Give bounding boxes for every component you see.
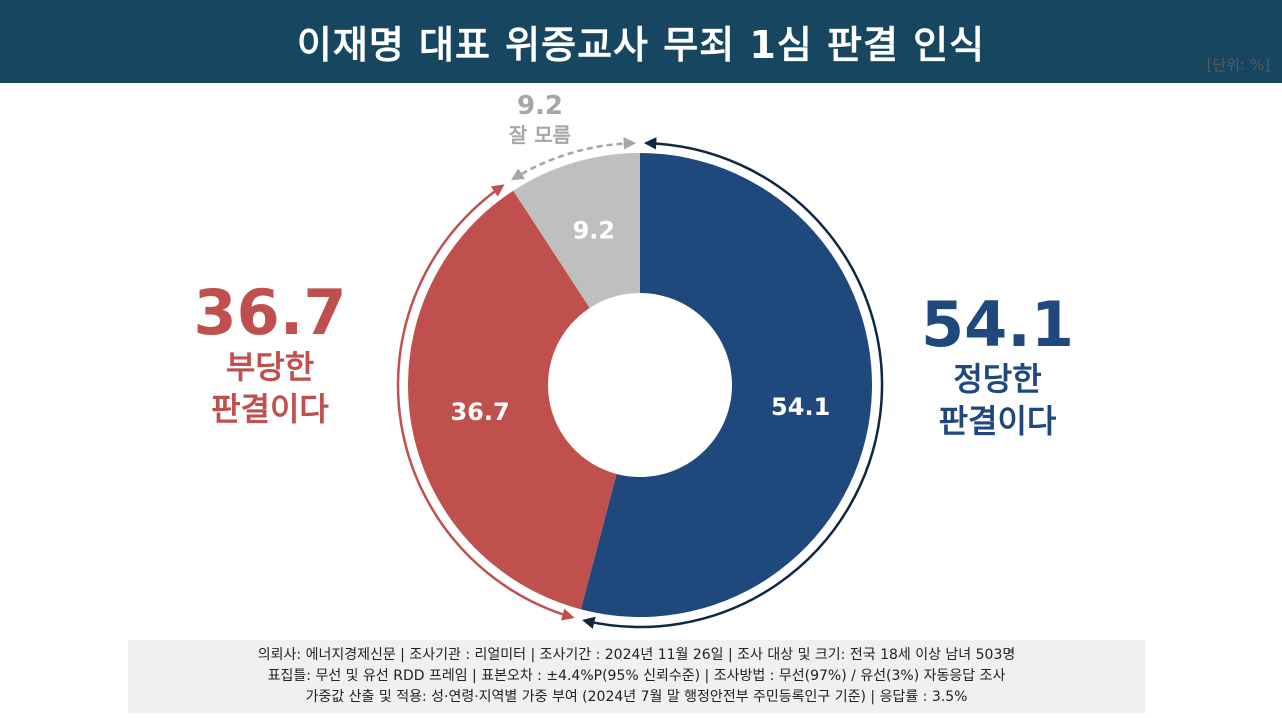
arrow-arc-unjustified <box>396 184 575 621</box>
justified-callout-line1: 정당한 <box>953 360 1042 398</box>
page-title: 이재명 대표 위증교사 무죄 1심 판결 인식 <box>296 23 986 67</box>
footer-line-3: 가중값 산출 및 적용: 성·연령·지역별 가중 부여 (2024년 7월 말 … <box>305 689 968 705</box>
survey-footer: 의뢰사: 에너지경제신문 | 조사기관 : 리얼미터 | 조사기간 : 2024… <box>128 640 1145 713</box>
arrow-arc-justified <box>582 137 884 629</box>
unknown-callout-value: 9.2 <box>516 91 564 121</box>
arrow-arc-unknown <box>510 137 637 181</box>
slice-label-unknown: 9.2 <box>573 217 616 245</box>
slice-label-unjustified: 36.7 <box>450 398 509 426</box>
unknown-callout-label: 잘 모름 <box>508 123 572 147</box>
justified-callout-value: 54.1 <box>921 288 1074 361</box>
justified-callout: 54.1 정당한 판결이다 <box>895 292 1100 442</box>
unjustified-callout: 36.7 부당한 판결이다 <box>170 280 370 430</box>
title-bar: 이재명 대표 위증교사 무죄 1심 판결 인식 [단위: %] <box>0 0 1282 83</box>
unit-note: [단위: %] <box>1206 56 1270 74</box>
justified-callout-line2: 판결이다 <box>938 402 1057 440</box>
slice-label-justified: 54.1 <box>771 393 830 421</box>
unjustified-callout-value: 36.7 <box>193 276 347 349</box>
unknown-callout: 9.2 잘 모름 <box>490 90 590 148</box>
footer-line-1: 의뢰사: 에너지경제신문 | 조사기관 : 리얼미터 | 조사기간 : 2024… <box>257 647 1016 663</box>
unjustified-callout-line2: 판결이다 <box>211 390 329 428</box>
footer-line-2: 표집틀: 무선 및 유선 RDD 프레임 | 표본오차 : ±4.4%P(95%… <box>267 668 1006 684</box>
unjustified-callout-line1: 부당한 <box>225 348 315 386</box>
